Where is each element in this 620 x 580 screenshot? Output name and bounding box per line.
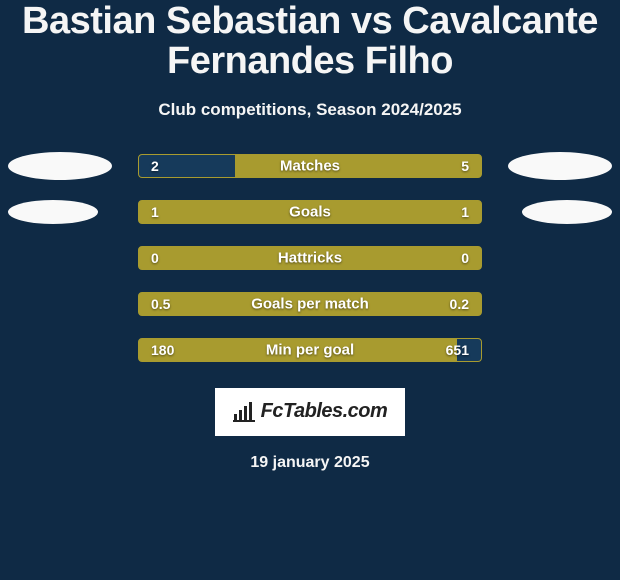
player-ellipse-left [8,200,98,224]
date-label: 19 january 2025 [250,454,369,472]
stat-value-right: 1 [461,204,469,220]
stat-value-left: 2 [151,158,159,174]
stat-label: Goals per match [251,295,369,312]
player-ellipse-right [508,152,612,180]
logo-text: FcTables.com [261,400,388,423]
bar-track: 180 Min per goal 651 [138,338,482,362]
stat-row-goals: 1 Goals 1 [0,200,620,224]
logo-box: FcTables.com [215,388,406,436]
stat-value-left: 0 [151,250,159,266]
stat-value-left: 180 [151,342,174,358]
stat-row-goals-per-match: 0.5 Goals per match 0.2 [0,292,620,316]
stat-value-left: 0.5 [151,296,170,312]
stat-label: Goals [289,203,331,220]
stat-row-min-per-goal: 180 Min per goal 651 [0,338,620,362]
stat-value-right: 0 [461,250,469,266]
player-ellipse-right [522,200,612,224]
stat-value-left: 1 [151,204,159,220]
page-title: Bastian Sebastian vs Cavalcante Fernande… [0,2,620,82]
stat-value-right: 651 [446,342,469,358]
player-ellipse-left [8,152,112,180]
subtitle: Club competitions, Season 2024/2025 [158,100,461,120]
stat-label: Hattricks [278,249,342,266]
stat-row-hattricks: 0 Hattricks 0 [0,246,620,270]
bar-track: 0.5 Goals per match 0.2 [138,292,482,316]
stats-bars: 2 Matches 5 1 Goals 1 0 Hattricks [0,154,620,362]
stat-label: Min per goal [266,341,354,358]
stat-value-right: 5 [461,158,469,174]
bar-chart-icon [233,402,255,422]
bar-track: 0 Hattricks 0 [138,246,482,270]
bar-track: 1 Goals 1 [138,200,482,224]
stat-value-right: 0.2 [450,296,469,312]
bar-track: 2 Matches 5 [138,154,482,178]
stat-row-matches: 2 Matches 5 [0,154,620,178]
comparison-card: Bastian Sebastian vs Cavalcante Fernande… [0,0,620,580]
stat-label: Matches [280,157,340,174]
